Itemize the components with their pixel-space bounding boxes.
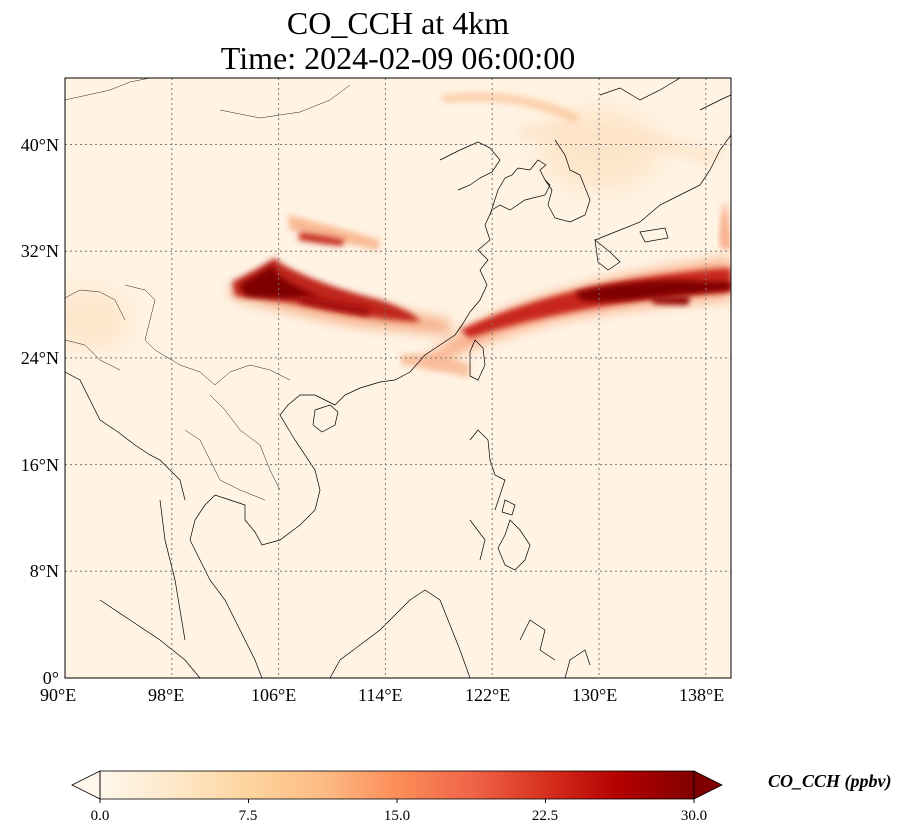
colorbar-tick-7-5: 7.5: [238, 808, 258, 824]
map-frame: [64, 77, 732, 679]
lat-tick-8n: 8°N: [29, 561, 59, 581]
japan-honshu: [594, 134, 731, 241]
colorbar-tick-0: 0.0: [90, 808, 110, 824]
border-laos-china: [154, 349, 291, 386]
border-myanmar-china: [124, 284, 156, 351]
border-thailand-cambodia: [184, 429, 266, 501]
china-coast: [334, 164, 551, 406]
lat-tick-40n: 40°N: [20, 135, 59, 155]
plume-yangtze-band: [288, 215, 380, 250]
map-title: CO_CCH at 4km: [286, 5, 510, 41]
colorbar-extend-max: [693, 770, 723, 800]
border-laos-vietnam: [209, 394, 281, 491]
plume-ecs-core-2: [650, 296, 690, 305]
hainan-coast: [312, 404, 339, 433]
lat-tick-24n: 24°N: [20, 348, 59, 368]
gridlines: [65, 78, 731, 678]
border-himalaya: [65, 289, 126, 321]
colorbar-tick-22-5: 22.5: [531, 808, 559, 824]
lat-tick-16n: 16°N: [20, 455, 59, 475]
vietnam-coast: [244, 394, 336, 546]
luzon-coast: [469, 429, 506, 511]
colorbar-label: CO_CCH (ppbv): [768, 771, 892, 791]
lon-tick-98e: 98°E: [148, 685, 185, 705]
myanmar-coast: [65, 371, 186, 501]
plume-yangtze-core: [298, 232, 345, 246]
lat-tick-32n: 32°N: [20, 241, 59, 261]
border-mongolia-west: [65, 78, 151, 101]
mindanao-coast: [497, 519, 531, 571]
colorbar: [71, 770, 723, 803]
russia-coast: [599, 78, 681, 101]
bohai-coast: [489, 159, 547, 216]
japan-kyushu: [594, 239, 621, 271]
palawan-coast: [469, 519, 486, 561]
taiwan-coast: [469, 339, 486, 381]
plume-east-edge: [719, 200, 731, 250]
japan-hokkaido: [699, 94, 731, 111]
korea-coast: [544, 139, 591, 223]
border-bangladesh: [65, 339, 121, 371]
moluccas-coast: [564, 649, 591, 678]
plume-korea-haze: [540, 110, 660, 190]
colorbar-gradient: [100, 771, 694, 799]
plume-north-pacific-arc: [440, 92, 580, 125]
map-subtitle-time: Time: 2024-02-09 06:00:00: [220, 40, 576, 76]
plume-sichuan-tail: [300, 295, 370, 316]
lon-tick-122e: 122°E: [465, 685, 511, 705]
country-borders: [65, 78, 351, 501]
liaodong-coast: [439, 141, 501, 191]
sumatra-coast: [99, 599, 201, 678]
sulawesi-coast: [519, 619, 556, 661]
plume-west-haze: [65, 290, 130, 350]
andaman-coast: [159, 499, 186, 641]
lat-tick-0: 0°: [42, 668, 59, 688]
lon-tick-138e: 138°E: [679, 685, 725, 705]
lon-tick-106e: 106°E: [251, 685, 297, 705]
border-mongolia-south: [219, 84, 351, 119]
visayas-coast: [501, 499, 516, 516]
lon-tick-114e: 114°E: [358, 685, 403, 705]
lon-tick-130e: 130°E: [572, 685, 618, 705]
coastlines: [65, 78, 731, 678]
plume-taiwan-strait: [400, 353, 470, 378]
plume-ecs-core: [575, 280, 731, 302]
borneo-coast: [329, 589, 471, 678]
colorbar-extend-min: [71, 770, 101, 800]
colorbar-tick-15: 15.0: [383, 808, 411, 824]
lon-tick-90e: 90°E: [40, 685, 77, 705]
japan-shikoku: [639, 227, 669, 243]
thailand-malay-coast: [189, 494, 263, 678]
colorbar-tick-30: 30.0: [680, 808, 708, 824]
plume-sichuan-core: [240, 265, 320, 298]
